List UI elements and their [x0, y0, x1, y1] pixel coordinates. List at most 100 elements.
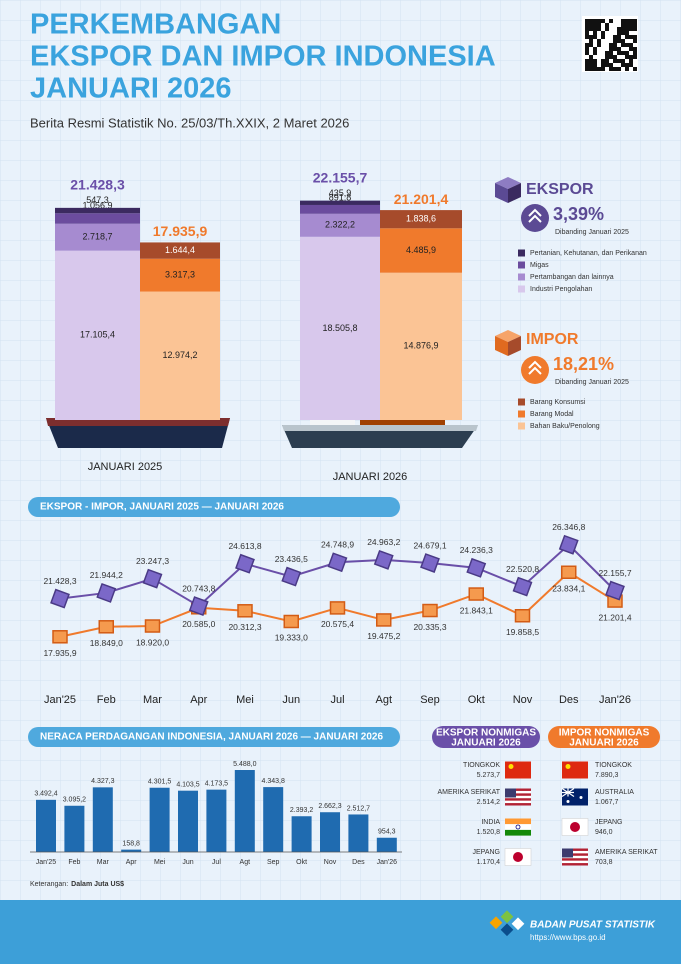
flag-wheel	[515, 824, 521, 830]
balance-bar	[206, 789, 227, 852]
qr-cell	[585, 47, 589, 51]
qr-cell	[617, 39, 621, 43]
balance-value-label: 5.488,0	[233, 761, 256, 768]
qr-cell	[585, 23, 589, 27]
qr-cell	[629, 23, 633, 27]
qr-cell	[625, 31, 629, 35]
partner-period: JANUARI 2026	[451, 738, 521, 749]
qr-cell	[605, 23, 609, 27]
ekspor-change-note: Dibanding Januari 2025	[555, 229, 629, 236]
ekspor-value-label: 26.346,8	[552, 522, 585, 532]
balance-category: Jan'26	[377, 859, 398, 866]
qr-cell	[597, 19, 601, 23]
balance-category: Apr	[126, 859, 138, 866]
ekspor-value-label: 24.963,2	[367, 537, 400, 547]
ekspor-partner-bg	[432, 726, 540, 748]
segment-label: 891,8	[329, 192, 352, 202]
bps-logo	[489, 910, 525, 937]
qr-cell	[585, 63, 589, 67]
qr-cell	[589, 43, 593, 47]
trend-category: Mei	[236, 694, 254, 706]
period-label: JANUARI 2025	[88, 461, 163, 473]
qr-cell	[601, 59, 605, 63]
qr-cell	[585, 43, 589, 47]
flag-stripe	[562, 848, 588, 851]
ekspor-heading: EKSPOR	[526, 181, 594, 198]
ekspor-value-label: 22.155,7	[598, 568, 631, 578]
balance-category: Sep	[267, 859, 280, 866]
ekspor-value-label: 22.520,8	[506, 564, 539, 574]
flag-stripe	[505, 803, 531, 806]
qr-cell	[589, 55, 593, 59]
qr-cell	[633, 47, 637, 51]
balance-value-label: 4.327,3	[91, 778, 114, 785]
legend-label: Migas	[530, 262, 549, 269]
impor-marker	[422, 603, 438, 618]
balance-value-label: 2.662,3	[318, 803, 341, 810]
qr-cell	[601, 19, 605, 23]
balance-category: Nov	[324, 859, 337, 866]
segment-label: 3.317,3	[165, 270, 195, 280]
ekspor-marker	[605, 580, 625, 601]
balance-category: Jul	[212, 859, 221, 866]
legend-label: Barang Modal	[530, 411, 574, 418]
ekspor-value-label: 23.247,3	[136, 556, 169, 566]
impor-marker	[237, 604, 253, 618]
impor-value-label: 20.335,3	[413, 622, 446, 632]
impor-segment	[380, 272, 462, 420]
ekspor-segment	[300, 200, 380, 205]
qr-cell	[609, 67, 613, 71]
qr-cell	[593, 31, 597, 35]
impor-marker	[283, 614, 299, 629]
impor-value-label: 23.834,1	[552, 584, 585, 594]
trend-category: Jan'25	[44, 694, 76, 706]
partner-value: 946,0	[595, 829, 613, 836]
qr-cell	[597, 43, 601, 47]
impor-segment	[380, 228, 462, 273]
qr-cell	[617, 51, 621, 55]
flag-cross	[561, 788, 575, 797]
footer-url: https://www.bps.go.id	[530, 933, 606, 942]
balance-category: Feb	[68, 859, 80, 866]
qr-cell	[585, 19, 589, 23]
ekspor-marker	[50, 588, 70, 609]
balance-bar	[234, 770, 255, 852]
qr-cell	[621, 51, 625, 55]
qr-cell	[621, 31, 625, 35]
qr-cell	[621, 23, 625, 27]
qr-cell	[617, 67, 621, 71]
impor-value-label: 17.935,9	[43, 648, 76, 658]
legend-swatch	[518, 410, 525, 418]
partner-value: 1.170,4	[477, 859, 500, 866]
flag	[505, 824, 531, 830]
balance-value-label: 4.173,5	[205, 780, 228, 787]
impor-value-label: 20.575,4	[321, 619, 354, 629]
ekspor-value-label: 20.743,8	[182, 583, 215, 593]
qr-cell	[633, 19, 637, 23]
balance-bar	[320, 812, 340, 852]
balance-category: Jan'25	[36, 859, 57, 866]
title-line: JANUARI 2026	[30, 73, 231, 105]
balance-title: NERACA PERDAGANGAN INDONESIA, JANUARI 20…	[40, 732, 383, 743]
period-label: JANUARI 2026	[333, 471, 408, 483]
qr-cell	[589, 63, 593, 67]
partner-country: INDIA	[481, 819, 500, 826]
qr-cell	[625, 55, 629, 59]
legend-swatch	[518, 398, 525, 406]
impor-marker	[514, 608, 531, 623]
title-line: EKSPOR DAN IMPOR INDONESIA	[30, 41, 496, 73]
qr-cell	[601, 31, 605, 35]
ekspor-marker	[512, 576, 533, 597]
balance-value-label: 954,3	[378, 829, 396, 836]
flag-sun	[570, 822, 580, 832]
qr-cell	[617, 47, 621, 51]
impor-value-label: 21.201,4	[598, 612, 631, 622]
balance-value-label: 4.103,5	[176, 782, 199, 789]
partner-country: TIONGKOK	[463, 762, 500, 769]
impor-value-label: 19.333,0	[275, 633, 308, 643]
qr-cell	[605, 55, 609, 59]
ekspor-segment	[55, 213, 140, 224]
legend-swatch	[518, 285, 525, 293]
qr-cell	[625, 27, 629, 31]
qr-cell	[605, 27, 609, 31]
